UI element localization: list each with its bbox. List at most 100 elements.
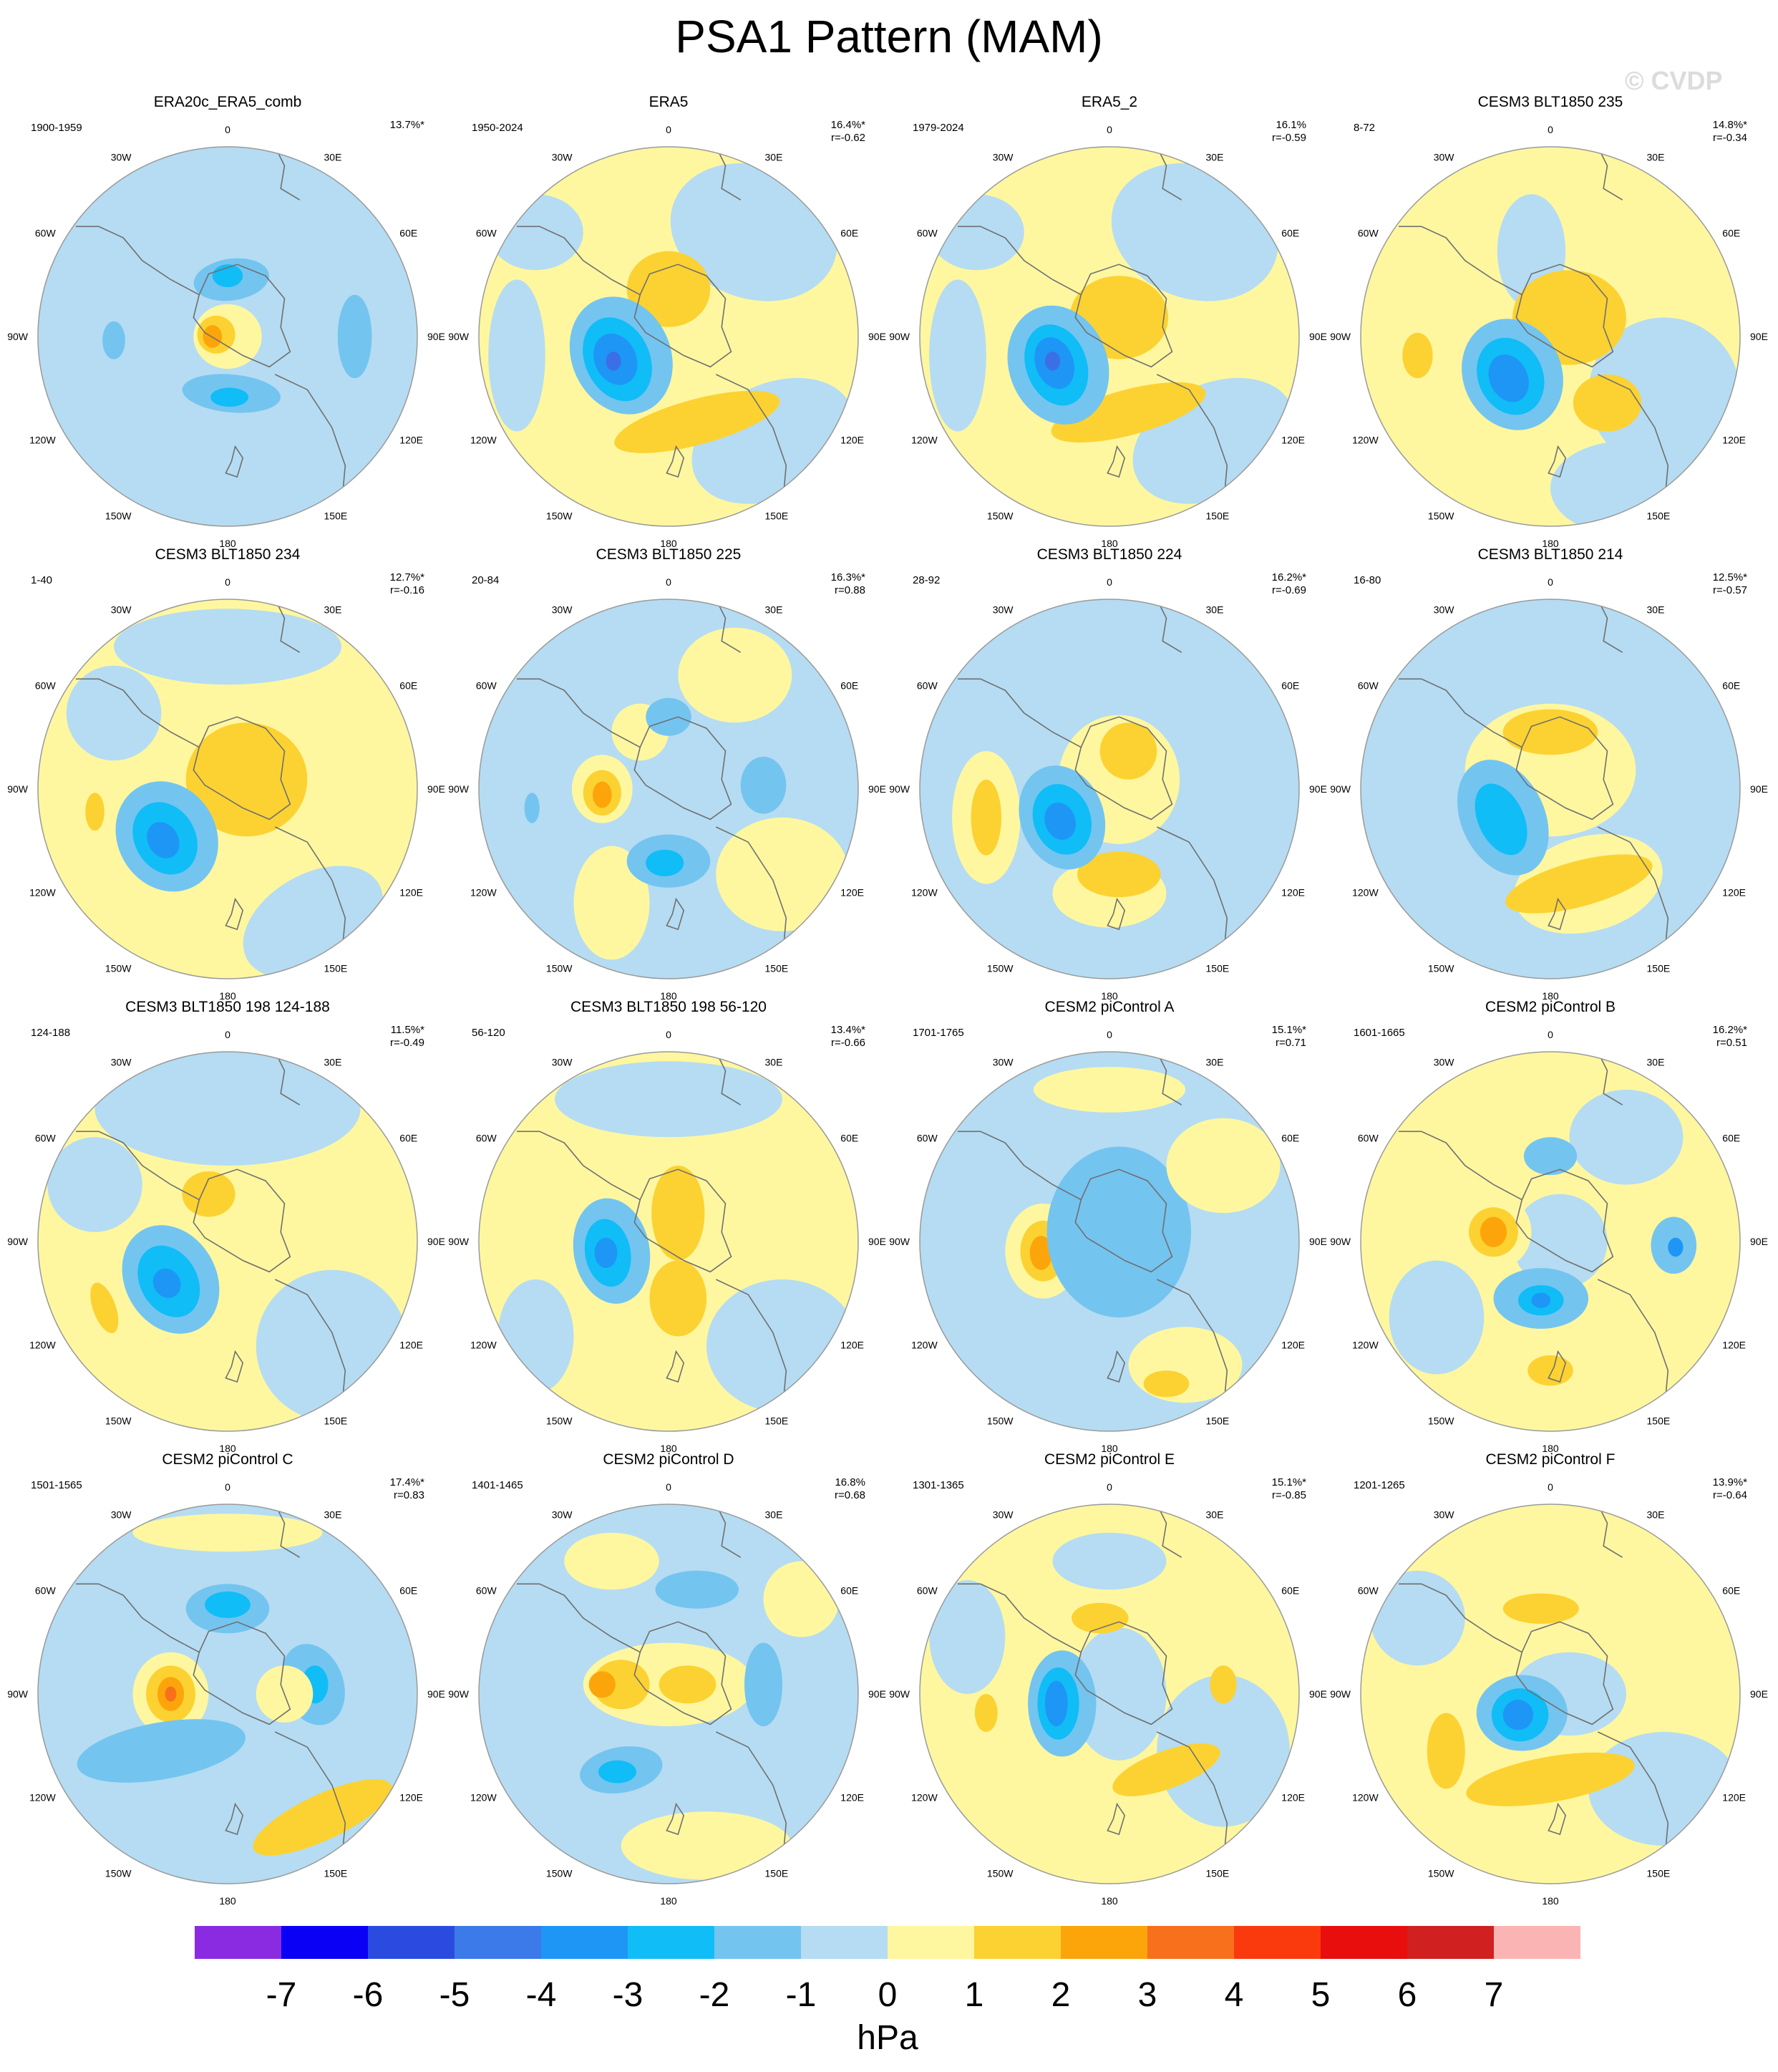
map-panel: 0 30E 60E 90E 120E 150E 180 150W 120W 90W 60W 30W CE…	[7, 1451, 445, 1904]
longitude-label: 0	[666, 1481, 671, 1493]
longitude-label: 30W	[552, 1057, 573, 1068]
longitude-label: 90W	[7, 1688, 29, 1700]
australia-outline	[1597, 1731, 1669, 1865]
longitude-label: 120E	[1722, 1340, 1746, 1351]
map-panel: 0 30E 60E 90E 120E 150E 180 150W 120W 90W 60W 30W ER…	[889, 94, 1327, 549]
longitude-label: 150W	[987, 1867, 1014, 1879]
variance-label: 12.5%*	[1713, 571, 1748, 584]
anomaly-contour	[1044, 352, 1061, 371]
peninsula-outline	[76, 1583, 200, 1653]
longitude-label: 90W	[889, 1688, 910, 1700]
longitude-label: 60E	[1281, 228, 1299, 239]
map-panel: 0 30E 60E 90E 120E 150E 180 150W 120W 90W 60W 30W CE…	[1330, 94, 1768, 549]
africa-outline	[1156, 599, 1182, 653]
longitude-label: 0	[1548, 1481, 1553, 1493]
peninsula-outline	[1399, 1131, 1522, 1201]
anomaly-contour	[744, 1642, 782, 1727]
anomaly-contour	[1512, 1194, 1608, 1289]
peninsula-outline	[1399, 226, 1522, 296]
map-panel: 0 30E 60E 90E 120E 150E 180 150W 120W 90W 60W 30W ER…	[7, 94, 445, 549]
antarctica-outline	[633, 1621, 732, 1725]
new-zealand-outline	[666, 1350, 685, 1383]
longitude-label: 60E	[399, 1133, 417, 1144]
longitude-label: 150W	[987, 510, 1014, 521]
map-panels: 0 30E 60E 90E 120E 150E 180 150W 120W 90W 60W 30W ER…	[7, 94, 1768, 1904]
longitude-label: 60E	[840, 228, 858, 239]
longitude-label: 180	[1542, 1895, 1559, 1904]
anomaly-contour	[1523, 1137, 1578, 1176]
longitude-label: 90W	[889, 1236, 910, 1247]
colorbar-tick-label: 5	[1311, 1976, 1331, 2014]
longitude-label: 30W	[111, 1509, 132, 1521]
longitude-label: 60W	[1358, 228, 1379, 239]
longitude-label: 90E	[1750, 1688, 1768, 1700]
longitude-label: 60W	[476, 1133, 497, 1144]
pressure-field	[920, 1504, 1299, 1884]
new-zealand-outline	[666, 1802, 685, 1836]
longitude-label: 90E	[1309, 1688, 1327, 1700]
longitude-label: 180	[660, 990, 677, 1002]
longitude-label: 150W	[546, 510, 573, 521]
anomaly-contour	[564, 1532, 659, 1590]
coastline	[76, 599, 346, 960]
map-panel: 0 30E 60E 90E 120E 150E 180 150W 120W 90W 60W 30W CE…	[448, 546, 886, 1002]
anomaly-contour	[85, 793, 105, 831]
colorbar-swatch	[281, 1926, 368, 1959]
australia-outline	[1597, 374, 1669, 508]
longitude-label: 120W	[911, 1792, 938, 1804]
colorbar-tick-label: 2	[1051, 1976, 1071, 2014]
longitude-label: 0	[225, 1029, 230, 1040]
colorbar-tick-label: -6	[353, 1976, 384, 2014]
anomaly-contour	[614, 390, 780, 453]
longitude-label: 90W	[1330, 331, 1351, 342]
longitude-label: 90E	[868, 1688, 886, 1700]
years-label: 20-84	[472, 574, 499, 586]
colorbar: -7 -6 -5 -4 -3 -2 -1 0 1 2 3 4 5 6 7 hPa	[195, 1926, 1580, 2057]
longitude-label: 150E	[324, 962, 348, 974]
new-zealand-outline	[666, 445, 685, 478]
longitude-label: 60W	[1358, 1133, 1379, 1144]
longitude-label: 120E	[1281, 887, 1305, 899]
map-boundary	[919, 1051, 1300, 1432]
antarctica-outline	[193, 263, 291, 368]
longitude-label: 30W	[1434, 152, 1455, 163]
pressure-field	[1361, 147, 1740, 526]
new-zealand-outline	[225, 1350, 244, 1383]
longitude-label: 180	[219, 1895, 236, 1904]
longitude-label: 30W	[552, 1509, 573, 1521]
australia-outline	[1156, 1279, 1228, 1413]
longitude-label: 60E	[399, 228, 417, 239]
longitude-label: 0	[1107, 124, 1112, 135]
anomaly-contour	[1143, 1370, 1190, 1398]
peninsula-outline	[76, 678, 200, 748]
anomaly-contour	[626, 251, 711, 327]
pressure-field	[479, 147, 858, 526]
correlation-label: r=-0.49	[390, 1037, 424, 1049]
colorbar-tick-label: 1	[965, 1976, 984, 2014]
map-panel: 0 30E 60E 90E 120E 150E 180 150W 120W 90W 60W 30W CE…	[1330, 546, 1768, 1002]
longitude-label: 120E	[840, 887, 864, 899]
years-label: 1-40	[31, 574, 52, 586]
colorbar-swatch	[1234, 1926, 1321, 1959]
longitude-label: 120W	[29, 1792, 56, 1804]
anomaly-contour	[256, 1269, 408, 1422]
antarctica-outline	[1515, 716, 1614, 820]
coastline	[958, 1052, 1228, 1413]
longitude-label: 150E	[765, 1867, 789, 1879]
longitude-label: 150E	[324, 1867, 348, 1879]
anomaly-contour	[1531, 1292, 1551, 1308]
anomaly-contour	[524, 793, 540, 823]
anomaly-contour	[971, 779, 1002, 856]
pressure-field	[479, 599, 858, 979]
new-zealand-outline	[1107, 1802, 1126, 1836]
anomaly-contour	[1427, 1713, 1465, 1789]
map-boundary	[478, 1504, 859, 1884]
correlation-label: r=-0.57	[1713, 584, 1747, 596]
longitude-label: 90E	[427, 331, 445, 342]
map-panel: 0 30E 60E 90E 120E 150E 180 150W 120W 90W 60W 30W CE…	[448, 1451, 886, 1904]
correlation-label: r=0.71	[1276, 1037, 1306, 1049]
africa-outline	[274, 1052, 301, 1105]
colorbar-tick-label: 4	[1225, 1976, 1244, 2014]
africa-outline	[1597, 1052, 1623, 1105]
antarctica-outline	[633, 716, 732, 820]
